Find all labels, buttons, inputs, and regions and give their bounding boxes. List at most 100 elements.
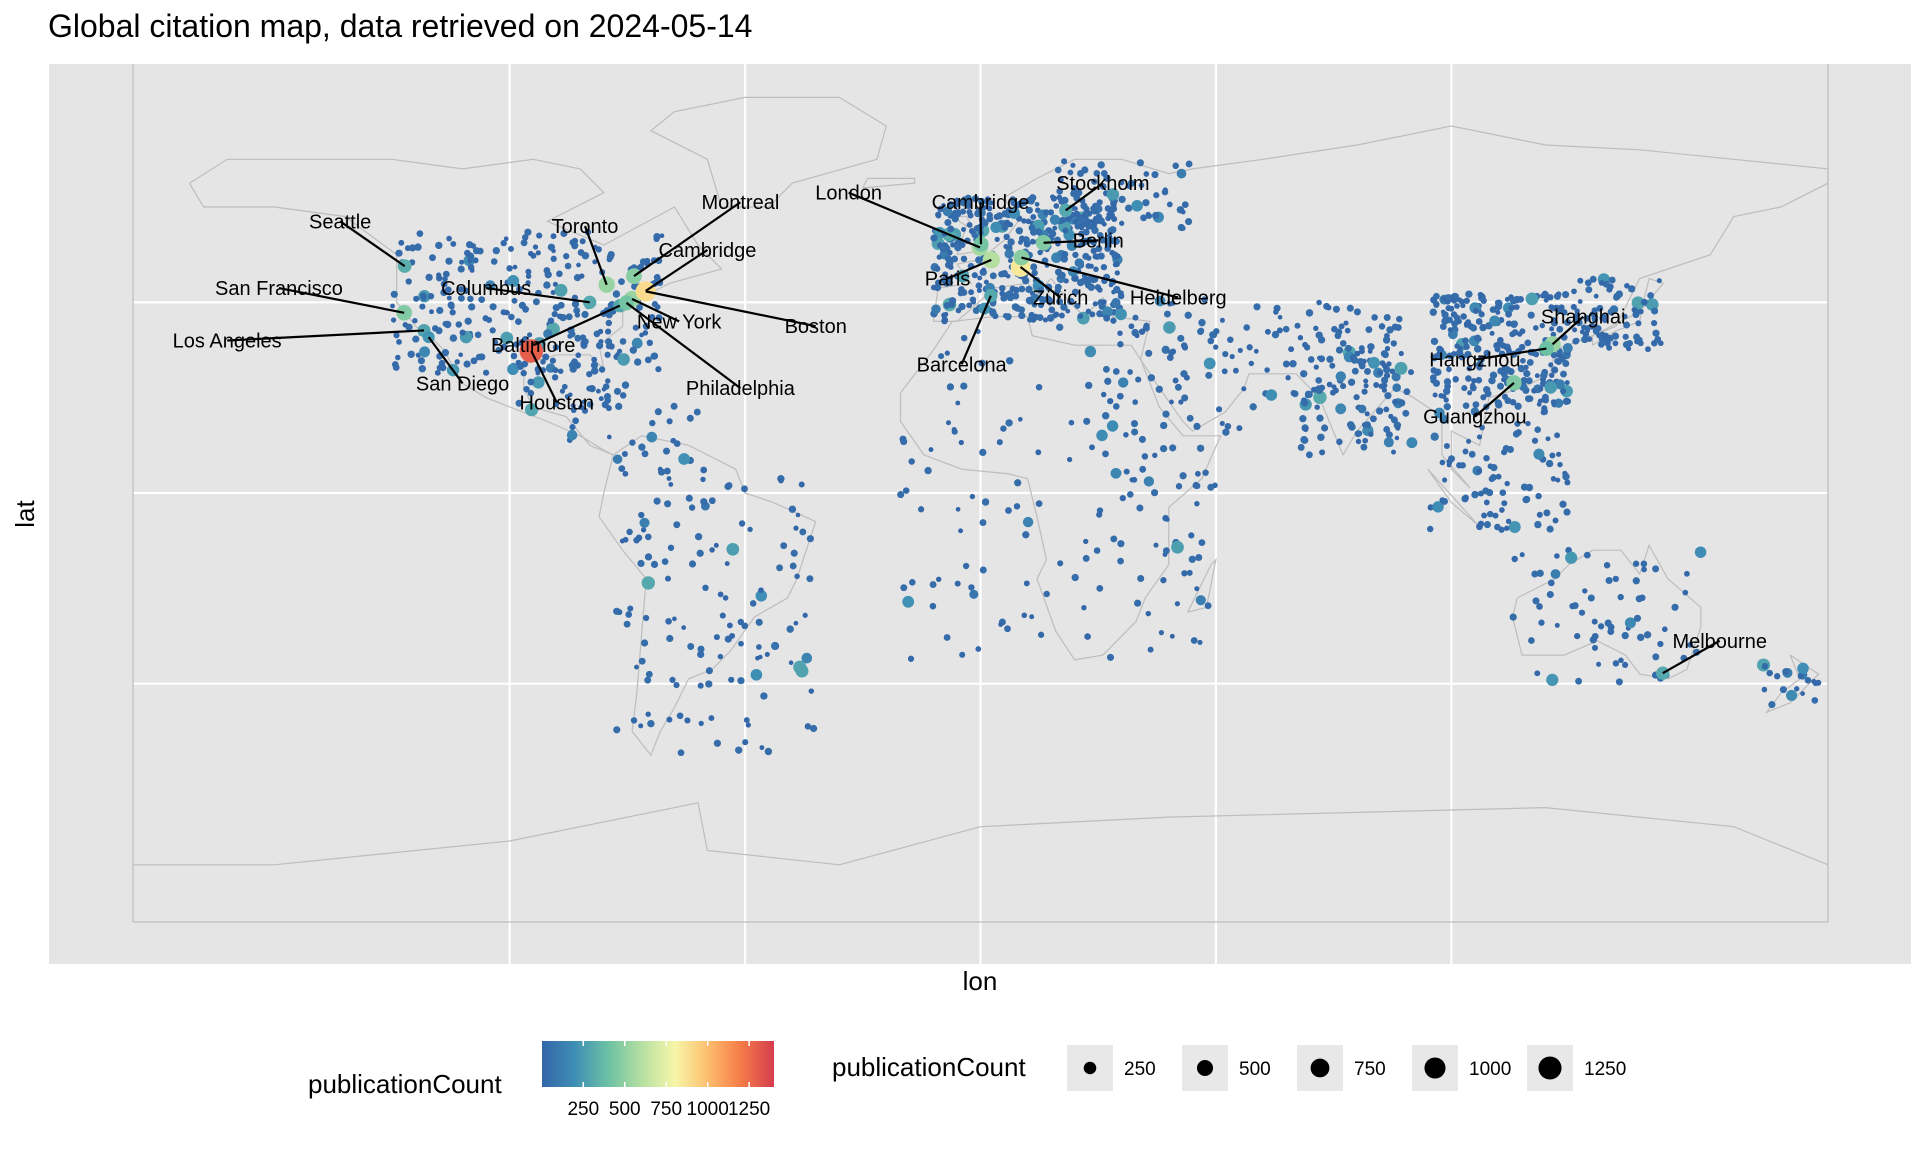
institution-point bbox=[989, 309, 997, 317]
institution-point bbox=[1551, 305, 1558, 312]
institution-point bbox=[1042, 317, 1049, 323]
institution-point bbox=[515, 399, 523, 407]
institution-point bbox=[1797, 673, 1804, 680]
institution-point bbox=[569, 424, 576, 431]
institution-point bbox=[1315, 377, 1323, 384]
institution-point bbox=[522, 305, 529, 313]
institution-point bbox=[1318, 355, 1326, 363]
institution-point bbox=[418, 364, 427, 373]
institution-point bbox=[1505, 310, 1512, 318]
institution-point bbox=[459, 259, 465, 265]
institution-point bbox=[780, 542, 788, 550]
institution-point bbox=[581, 310, 589, 319]
institution-point bbox=[666, 634, 674, 643]
institution-point bbox=[1371, 314, 1378, 321]
institution-point bbox=[1472, 401, 1480, 408]
institution-point bbox=[1460, 313, 1467, 320]
institution-point bbox=[930, 234, 938, 242]
institution-point bbox=[1489, 330, 1495, 336]
institution-point bbox=[964, 194, 972, 202]
institution-point bbox=[463, 287, 470, 294]
institution-point bbox=[444, 320, 452, 329]
institution-point bbox=[972, 307, 980, 315]
institution-point bbox=[1160, 577, 1167, 584]
institution-point bbox=[1476, 468, 1482, 474]
city-leader-line bbox=[848, 191, 981, 249]
institution-point bbox=[1546, 525, 1554, 533]
institution-point bbox=[1113, 261, 1120, 268]
institution-point bbox=[1264, 328, 1271, 335]
institution-point bbox=[1326, 381, 1333, 388]
institution-point bbox=[1376, 369, 1383, 376]
institution-point bbox=[1395, 324, 1402, 331]
institution-point bbox=[573, 307, 581, 315]
institution-point bbox=[1552, 517, 1559, 524]
institution-point bbox=[669, 676, 676, 684]
institution-point bbox=[1643, 631, 1652, 639]
institution-point bbox=[1305, 451, 1313, 459]
institution-point bbox=[941, 312, 948, 319]
institution-point bbox=[1562, 291, 1570, 299]
institution-point bbox=[1548, 362, 1554, 368]
institution-point bbox=[697, 645, 705, 653]
institution-point bbox=[726, 622, 733, 629]
institution-point bbox=[622, 536, 629, 543]
institution-point bbox=[1474, 334, 1482, 342]
institution-point bbox=[1495, 401, 1503, 409]
institution-point bbox=[1195, 554, 1203, 561]
institution-point bbox=[532, 298, 540, 306]
institution-point bbox=[1110, 317, 1117, 324]
institution-point bbox=[617, 353, 630, 366]
institution-point bbox=[1329, 362, 1336, 369]
institution-point bbox=[1178, 399, 1184, 405]
institution-point bbox=[708, 715, 715, 722]
institution-point bbox=[1617, 593, 1624, 601]
institution-point bbox=[435, 241, 443, 250]
institution-point bbox=[1571, 602, 1579, 610]
institution-point bbox=[1085, 276, 1093, 283]
institution-point bbox=[971, 272, 978, 279]
institution-point bbox=[1480, 394, 1487, 401]
institution-point bbox=[1489, 473, 1497, 481]
institution-point bbox=[1083, 209, 1090, 216]
institution-point bbox=[1554, 432, 1561, 439]
institution-point bbox=[806, 575, 814, 583]
institution-point bbox=[547, 317, 555, 324]
institution-point bbox=[1321, 424, 1329, 432]
institution-point bbox=[1398, 350, 1404, 357]
institution-point bbox=[1472, 307, 1479, 315]
institution-point bbox=[1170, 300, 1176, 306]
institution-point bbox=[960, 289, 968, 296]
institution-point bbox=[552, 304, 560, 312]
institution-point bbox=[1392, 398, 1399, 405]
institution-point bbox=[990, 221, 1002, 234]
institution-point bbox=[1264, 367, 1270, 373]
institution-point bbox=[570, 403, 576, 409]
institution-point bbox=[641, 450, 649, 458]
size-legend-label: 1250 bbox=[1584, 1059, 1626, 1080]
institution-point bbox=[758, 654, 763, 660]
institution-point bbox=[1061, 250, 1069, 258]
institution-point bbox=[1381, 363, 1388, 369]
institution-point bbox=[1194, 501, 1200, 507]
institution-point bbox=[1577, 299, 1583, 304]
institution-point bbox=[789, 562, 797, 570]
institution-point bbox=[1479, 424, 1485, 431]
institution-point bbox=[741, 622, 749, 630]
institution-point bbox=[517, 363, 524, 371]
institution-point bbox=[1682, 589, 1689, 596]
institution-point bbox=[1195, 470, 1201, 477]
institution-point bbox=[1169, 633, 1175, 639]
institution-point bbox=[1482, 487, 1490, 495]
institution-point bbox=[1071, 288, 1079, 296]
institution-point bbox=[1558, 304, 1565, 311]
institution-point bbox=[1172, 162, 1179, 170]
institution-point bbox=[605, 328, 612, 335]
institution-point bbox=[708, 497, 716, 505]
institution-point bbox=[1490, 464, 1498, 472]
institution-point bbox=[569, 239, 576, 246]
institution-point bbox=[1057, 560, 1064, 567]
institution-point bbox=[1070, 185, 1078, 192]
institution-point bbox=[977, 275, 983, 281]
institution-point bbox=[1651, 339, 1658, 347]
